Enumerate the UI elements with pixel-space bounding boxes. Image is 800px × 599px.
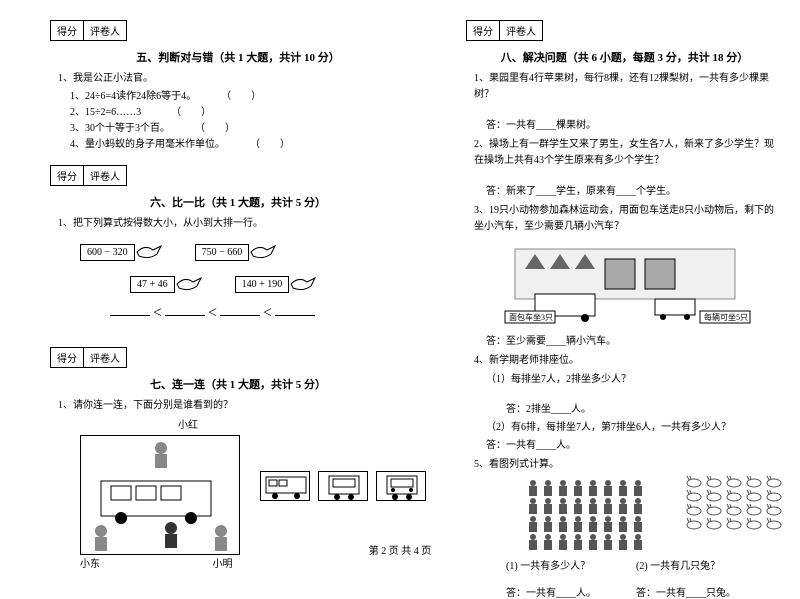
q8-2: 2、操场上有一群学生又来了男生，女生各7人，新来了多少学生？现在操场上共有43个… (474, 137, 783, 169)
section-5-title: 五、判断对与错（共 1 大题，共计 10 分） (50, 49, 426, 65)
q5-item-1: 1、24÷6=4读作24除6等于4。（ ） (70, 89, 426, 105)
expr-4: 140 + 190 (235, 276, 290, 293)
left-column: 得分 评卷人 五、判断对与错（共 1 大题，共计 10 分） 1、我是公正小法官… (50, 20, 426, 599)
a8-4-2: 答：一共有____人。 (486, 437, 783, 455)
van-scene-icon (81, 436, 241, 556)
bus-back-icon (318, 471, 368, 501)
right-column: 得分 评卷人 八、解决问题（共 6 小题，每题 3 分，共计 18 分） 1、果… (466, 20, 783, 599)
q8-4-2: （2）有6排，每排坐7人，第7排坐6人，一共有多少人？ (486, 419, 783, 437)
q5-item-2: 2、15÷2=6……3（ ） (70, 105, 426, 121)
expr-3: 47 + 46 (130, 276, 175, 293)
score-box-6: 得分 评卷人 (50, 165, 127, 186)
q7-1: 1、请你连一连，下面分别是谁看到的？ (58, 398, 426, 414)
bus-front-icon (376, 471, 426, 501)
q8-1: 1、果园里有4行苹果树，每行8棵，还有12棵梨树，一共有多少棵果树？ (474, 71, 783, 103)
bus-side-icon (260, 471, 310, 501)
label-top: 小红 (0, 416, 426, 431)
score-box-7: 得分 评卷人 (50, 347, 127, 368)
a8-4-1: 答：2排坐____人。 (506, 401, 783, 419)
page-footer: 第 2 页 共 4 页 (0, 542, 800, 557)
score-box-5: 得分 评卷人 (50, 20, 127, 41)
q5-item-4: 4、量小蚂蚁的身子用毫米作单位。（ ） (70, 137, 426, 153)
section-7-title: 七、连一连（共 1 大题，共计 5 分） (50, 376, 426, 392)
svg-text:每辆可坐5只: 每辆可坐5只 (704, 312, 748, 322)
section-6-title: 六、比一比（共 1 大题，共计 5 分） (50, 194, 426, 210)
bird-icon (175, 272, 205, 296)
score-label: 得分 (51, 21, 84, 40)
a8-5-1: 答：一共有____人。 (506, 584, 636, 599)
rabbit-grid (685, 475, 783, 531)
compare-line: ＜ ＜ ＜ (110, 304, 426, 319)
bird-row-1: 600 − 320 750 − 660 (80, 240, 426, 264)
bird-icon (289, 272, 319, 296)
bus-options (260, 471, 426, 501)
svg-text:面包车坐3只: 面包车坐3只 (509, 312, 553, 322)
q5-1: 1、我是公正小法官。 (58, 71, 426, 87)
expr-2: 750 − 660 (195, 244, 250, 261)
q6-1: 1、把下列算式按得数大小，从小到大排一行。 (58, 216, 426, 232)
forest-scene-icon: 面包车坐3只 每辆可坐5只 (485, 239, 765, 329)
score-box-8: 得分 评卷人 (466, 20, 543, 41)
forest-scene: 面包车坐3只 每辆可坐5只 (485, 239, 765, 329)
a8-2: 答：新来了____学生，原来有____个学生。 (486, 183, 783, 201)
grader-label: 评卷人 (84, 21, 126, 40)
bird-icon (135, 240, 165, 264)
bottom-labels: 小东 小明 (80, 555, 426, 570)
section-8-title: 八、解决问题（共 6 小题，每题 3 分，共计 18 分） (466, 49, 783, 65)
expr-1: 600 − 320 (80, 244, 135, 261)
q8-5: 5、看图列式计算。 (474, 457, 783, 473)
a8-1: 答：一共有____棵果树。 (486, 117, 783, 135)
view-scene (80, 435, 240, 555)
bird-row-2: 47 + 46 140 + 190 (130, 272, 426, 296)
people-grid (526, 479, 645, 551)
q8-4-1: （1）每排坐7人，2排坐多少人？ (486, 371, 783, 389)
q5-item-3: 3、30个十等于3个百。（ ） (70, 121, 426, 137)
q8-3: 3、19只小动物参加森林运动会，用面包车送走8只小动物后，剩下的坐小汽车，至少需… (474, 203, 783, 235)
a8-3: 答：至少需要____辆小汽车。 (486, 333, 783, 351)
bird-icon (249, 240, 279, 264)
a8-5-2: 答：一共有____只兔。 (636, 584, 736, 599)
q8-4: 4、新学期老师排座位。 (474, 353, 783, 369)
